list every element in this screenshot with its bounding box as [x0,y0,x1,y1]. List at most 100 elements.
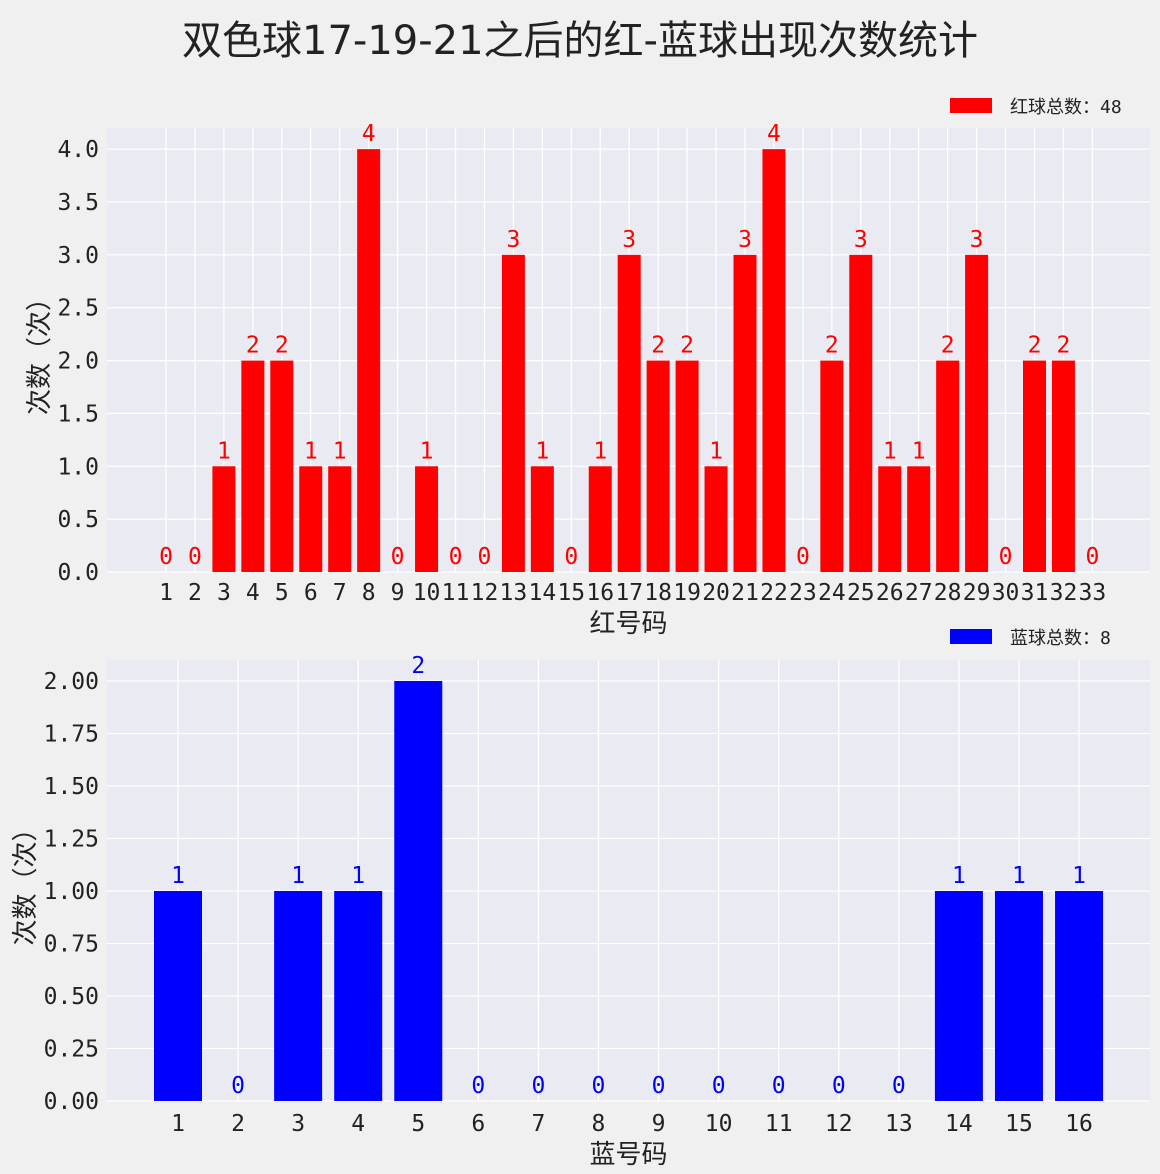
data-label: 0 [999,544,1013,570]
data-label: 0 [188,544,202,570]
data-label: 1 [535,438,549,464]
bar [936,360,960,572]
data-label: 0 [471,1073,485,1099]
x-tick-label: 30 [992,580,1020,606]
data-label: 0 [892,1073,906,1099]
legend-swatch [950,629,992,644]
x-tick-label: 17 [615,580,643,606]
data-label: 0 [592,1073,606,1099]
x-tick-label: 12 [825,1111,853,1137]
x-tick-label: 11 [442,580,470,606]
bar [415,466,439,572]
data-label: 2 [651,333,665,359]
data-label: 2 [1028,333,1042,359]
blue-ball-chart: 0.000.250.500.751.001.251.501.752.001 2 3 4… [11,628,1150,1170]
x-tick-label: 16 [1065,1111,1093,1137]
data-label: 0 [159,544,173,570]
x-tick-label: 23 [789,580,817,606]
data-label: 1 [593,438,607,464]
y-tick-label: 3.0 [57,243,99,269]
x-tick-label: 19 [673,580,701,606]
bar [994,891,1043,1101]
data-label: 1 [912,438,926,464]
bar [154,891,202,1101]
x-tick-label: 6 [304,580,318,606]
x-tick-label: 1 [171,1111,185,1137]
data-label: 1 [883,438,897,464]
y-tick-label: 3.5 [57,190,99,216]
bar [820,360,844,572]
bar [934,891,983,1101]
bar [328,466,352,572]
data-label: 0 [652,1073,666,1099]
y-tick-label: 2.5 [57,296,99,322]
x-tick-label: 15 [1005,1111,1033,1137]
data-label: 0 [796,544,810,570]
data-label: 3 [970,227,984,253]
x-tick-label: 1 [159,580,173,606]
bar [878,466,902,572]
legend: 红球总数：48 [950,97,1122,118]
y-tick-label: 1.25 [44,827,99,853]
bar [1023,360,1046,572]
data-label: 4 [767,121,781,147]
data-label: 0 [564,544,578,570]
bar [241,360,265,572]
x-tick-label: 13 [500,580,528,606]
bar [334,891,383,1101]
x-tick-label: 3 [217,580,231,606]
y-tick-label: 0.25 [44,1037,99,1063]
y-tick-label: 4.0 [57,137,99,163]
x-tick-label: 5 [411,1111,425,1137]
bar [394,681,443,1101]
data-label: 0 [531,1073,545,1099]
x-tick-label: 22 [760,580,788,606]
bar [530,466,554,572]
data-label: 1 [420,438,434,464]
page-title: 双色球17-19-21之后的红-蓝球出现次数统计 [182,18,978,64]
x-tick-label: 5 [275,580,289,606]
data-label: 2 [275,333,289,359]
y-tick-label: 0.0 [57,560,99,586]
data-label: 2 [411,653,425,679]
x-tick-label: 7 [531,1111,545,1137]
data-label: 1 [333,438,347,464]
y-tick-label: 1.75 [44,722,99,748]
bar [270,360,294,572]
x-tick-label: 29 [963,580,991,606]
x-tick-label: 14 [528,580,556,606]
x-tick-label: 10 [413,580,441,606]
data-label: 3 [506,227,520,253]
data-label: 0 [772,1073,786,1099]
y-tick-label: 2.0 [57,349,99,375]
x-tick-label: 2 [231,1111,245,1137]
data-label: 0 [712,1073,726,1099]
data-label: 0 [449,544,463,570]
x-tick-label: 26 [876,580,904,606]
y-tick-label: 1.50 [44,774,99,800]
data-label: 2 [246,333,260,359]
x-tick-label: 8 [362,580,376,606]
y-axis-label: 次数（次） [25,285,55,415]
x-tick-label: 9 [391,580,405,606]
bar [965,254,989,572]
data-label: 1 [952,863,966,889]
data-label: 2 [680,333,694,359]
bar [849,254,873,572]
data-label: 1 [1012,863,1026,889]
data-label: 2 [825,333,839,359]
x-tick-label: 11 [765,1111,793,1137]
data-label: 1 [171,863,185,889]
bar [646,360,670,572]
x-tick-label: 12 [471,580,499,606]
y-tick-label: 2.00 [44,669,99,695]
data-label: 1 [304,438,318,464]
legend-swatch [950,98,992,113]
bar [299,466,323,572]
bar [357,149,381,572]
x-axis-label: 蓝号码 [589,1140,667,1170]
data-label: 1 [1072,863,1086,889]
y-tick-label: 1.5 [57,401,99,427]
data-label: 1 [217,438,231,464]
